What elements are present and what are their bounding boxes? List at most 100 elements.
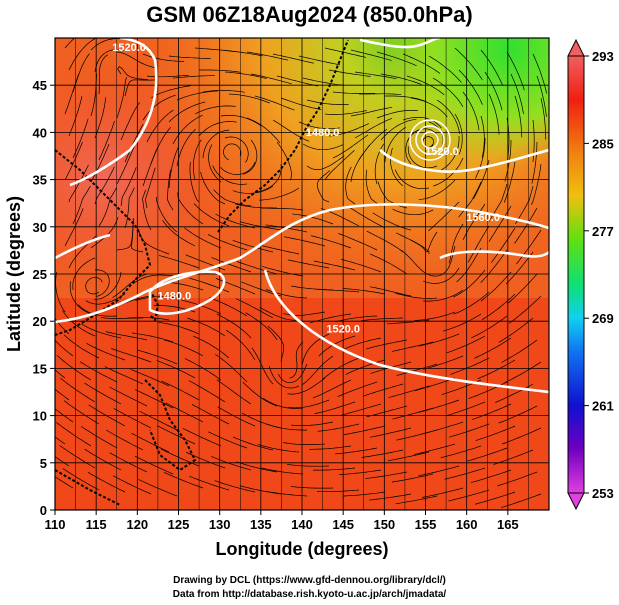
streamline bbox=[220, 115, 261, 126]
streamline bbox=[310, 235, 352, 249]
contour-label: 1520.0 bbox=[326, 324, 360, 336]
streamline bbox=[470, 469, 512, 484]
y-axis-ticks: 0 5 10 15 20 25 30 35 40 45 bbox=[33, 78, 55, 518]
streamline bbox=[64, 74, 79, 115]
streamline bbox=[340, 337, 382, 352]
streamline bbox=[402, 116, 442, 129]
streamline bbox=[322, 357, 360, 380]
streamline bbox=[316, 170, 331, 203]
streamline bbox=[391, 473, 434, 483]
colorbar-tick-label: 277 bbox=[592, 224, 614, 239]
streamline bbox=[433, 157, 464, 187]
streamline bbox=[251, 347, 274, 385]
x-tick-label: 145 bbox=[332, 517, 354, 532]
streamline bbox=[185, 451, 226, 469]
x-tick-label: 115 bbox=[86, 517, 107, 532]
streamline bbox=[239, 485, 282, 495]
streamline bbox=[337, 381, 378, 397]
streamline bbox=[189, 161, 200, 203]
streamline bbox=[324, 110, 367, 115]
streamline bbox=[376, 109, 419, 119]
streamline bbox=[392, 407, 434, 420]
streamline bbox=[392, 341, 434, 352]
streamline bbox=[536, 75, 547, 117]
streamline bbox=[314, 401, 356, 414]
x-tick-label: 150 bbox=[373, 517, 395, 532]
streamline bbox=[246, 117, 281, 144]
colorbar-gradient bbox=[567, 55, 585, 494]
streamline bbox=[267, 325, 285, 363]
streamline bbox=[471, 315, 508, 339]
streamline bbox=[176, 90, 218, 101]
streamline bbox=[135, 389, 174, 409]
contour-labels: 1480.0 1520.0 1560.0 1480.0 1520.0 1520.0 bbox=[112, 42, 500, 335]
streamline bbox=[394, 169, 430, 190]
streamline bbox=[172, 75, 215, 79]
streamline bbox=[85, 276, 103, 295]
streamline bbox=[366, 405, 408, 418]
streamline bbox=[291, 486, 334, 489]
streamline bbox=[480, 115, 485, 158]
streamline bbox=[287, 259, 330, 269]
x-tick-label: 140 bbox=[291, 517, 313, 532]
streamline bbox=[436, 99, 460, 134]
streamline bbox=[224, 71, 267, 79]
streamline bbox=[345, 166, 356, 205]
streamline bbox=[313, 467, 356, 471]
y-tick-label: 10 bbox=[33, 409, 47, 424]
streamline bbox=[503, 161, 516, 203]
y-tick-label: 0 bbox=[40, 503, 47, 518]
streamline bbox=[184, 227, 222, 249]
streamline bbox=[165, 402, 204, 423]
y-tick-label: 40 bbox=[33, 125, 47, 140]
streamline bbox=[366, 230, 404, 253]
y-axis-label: Latitude (degrees) bbox=[4, 196, 24, 352]
streamline bbox=[98, 54, 108, 95]
y-tick-label: 35 bbox=[33, 173, 47, 188]
streamline bbox=[182, 428, 222, 447]
streamline bbox=[68, 96, 83, 137]
colorbar-bottom-arrow bbox=[567, 492, 585, 511]
streamline bbox=[168, 147, 179, 189]
x-tick-label: 120 bbox=[126, 517, 148, 532]
streamline bbox=[132, 332, 174, 343]
streamline bbox=[280, 97, 322, 110]
streamline bbox=[287, 377, 326, 395]
streamline bbox=[124, 187, 135, 229]
streamline bbox=[272, 53, 315, 64]
streamline bbox=[380, 73, 422, 85]
streamline bbox=[105, 331, 148, 341]
streamline bbox=[215, 354, 248, 383]
streamline bbox=[194, 105, 236, 115]
wind-streamlines bbox=[55, 38, 548, 508]
streamline bbox=[414, 443, 456, 455]
streamline bbox=[343, 491, 386, 497]
streamline bbox=[477, 359, 516, 380]
streamline bbox=[458, 69, 483, 105]
streamline bbox=[64, 141, 83, 181]
streamline bbox=[276, 75, 318, 87]
x-tick-label: 155 bbox=[415, 517, 437, 532]
streamline bbox=[69, 281, 92, 315]
streamline bbox=[68, 38, 96, 71]
streamline bbox=[309, 445, 352, 450]
streamline bbox=[80, 426, 118, 449]
streamline bbox=[471, 403, 512, 420]
streamline bbox=[504, 361, 542, 384]
streamline bbox=[120, 167, 137, 207]
x-tick-label: 135 bbox=[250, 517, 272, 532]
streamline bbox=[475, 138, 486, 179]
colorbar-tick-label: 261 bbox=[592, 399, 614, 414]
streamline bbox=[385, 95, 427, 102]
streamline bbox=[200, 171, 226, 205]
streamline bbox=[439, 135, 460, 172]
streamline bbox=[257, 444, 300, 453]
streamline bbox=[232, 239, 274, 253]
streamline bbox=[116, 145, 135, 185]
streamline bbox=[258, 244, 300, 255]
streamline bbox=[112, 273, 148, 298]
streamline bbox=[508, 295, 542, 324]
streamline bbox=[432, 77, 464, 107]
streamline bbox=[516, 229, 542, 265]
coastline bbox=[55, 39, 349, 506]
